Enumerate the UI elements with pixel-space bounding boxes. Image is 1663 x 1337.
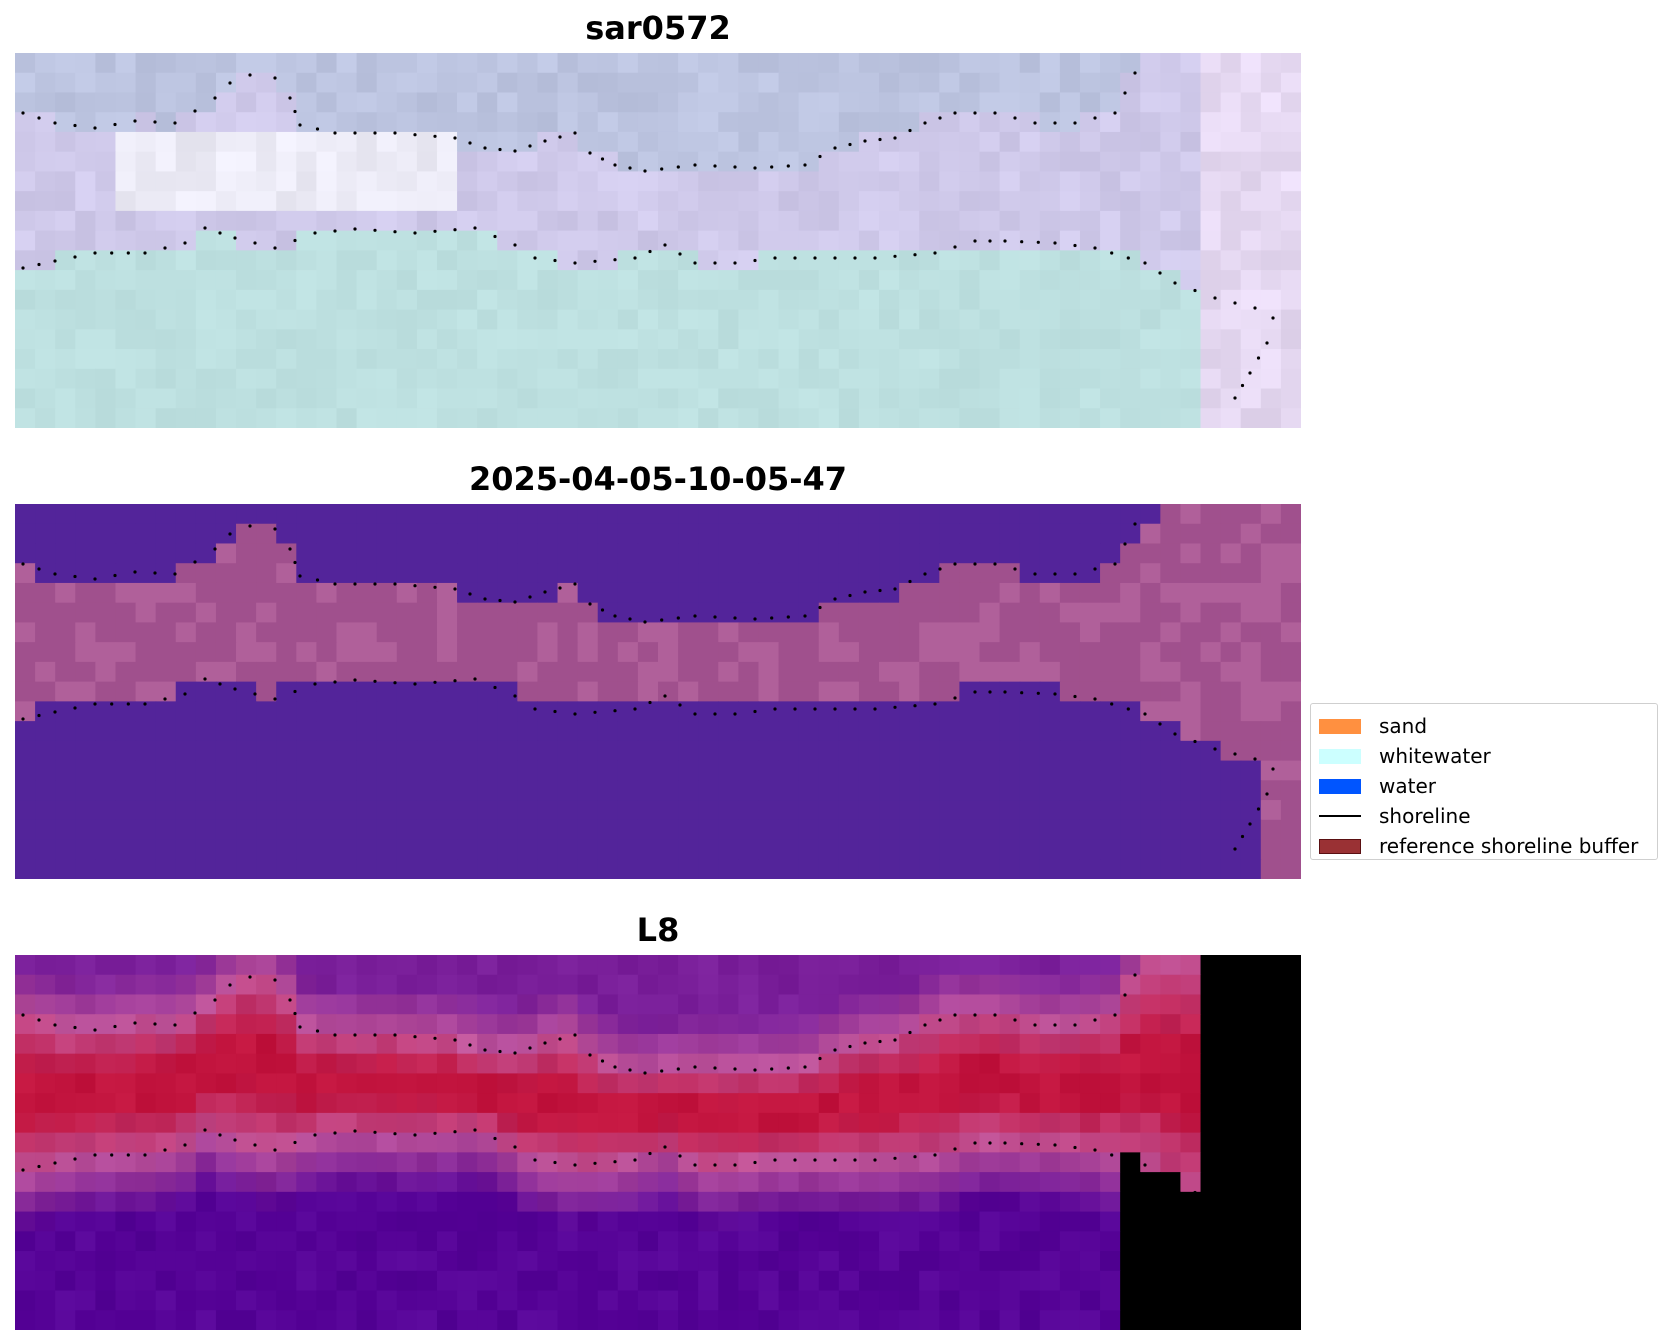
legend-item-whitewater: whitewater [1319, 742, 1649, 770]
sand-swatch [1319, 719, 1361, 734]
panel-title-1: sar0572 [585, 9, 731, 47]
legend-label: reference shoreline buffer [1379, 834, 1639, 858]
classification-panel [15, 504, 1301, 879]
legend-item-shoreline: shoreline [1319, 802, 1649, 830]
upper-shoreline [21, 522, 1137, 624]
water-swatch [1319, 779, 1361, 794]
lower-shoreline [21, 677, 1275, 851]
legend-label: shoreline [1379, 804, 1471, 828]
upper-shoreline [21, 71, 1137, 173]
legend-item-reference-buffer: reference shoreline buffer [1319, 832, 1649, 860]
legend-label: water [1379, 774, 1436, 798]
legend-label: whitewater [1379, 744, 1491, 768]
pixel-grid [15, 504, 1301, 879]
legend-item-water: water [1319, 772, 1649, 800]
pixel-grid [15, 955, 1301, 1330]
panel-title-2: 2025-04-05-10-05-47 [468, 460, 848, 498]
legend: sand whitewater water shoreline referenc… [1310, 703, 1658, 860]
whitewater-swatch [1319, 749, 1361, 764]
pixel-grid [15, 53, 1301, 428]
upper-shoreline [21, 973, 1137, 1075]
panel-title-3: L8 [636, 911, 680, 949]
legend-item-sand: sand [1319, 712, 1649, 740]
index-panel [15, 955, 1301, 1330]
legend-label: sand [1379, 714, 1428, 738]
shoreline-line-swatch [1319, 815, 1361, 817]
sar-image-panel [15, 53, 1301, 428]
lower-shoreline [21, 1128, 1275, 1302]
lower-shoreline [21, 226, 1275, 400]
reference-buffer-swatch [1319, 839, 1361, 854]
